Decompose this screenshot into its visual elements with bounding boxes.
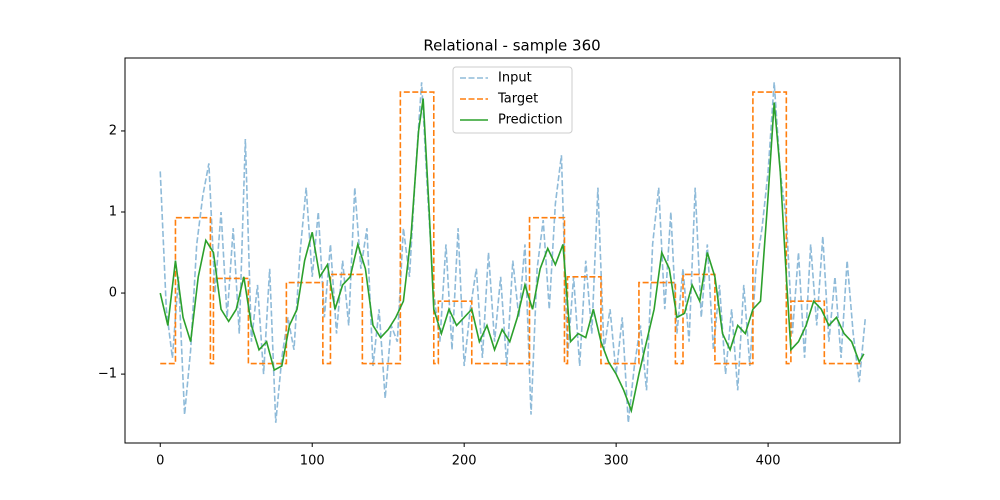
x-tick-label: 0 xyxy=(156,454,164,469)
y-tick-label: −1 xyxy=(98,367,117,382)
legend-label: Prediction xyxy=(498,113,563,128)
x-tick-label: 200 xyxy=(452,454,477,469)
x-tick-label: 300 xyxy=(604,454,629,469)
legend-label: Target xyxy=(497,92,538,107)
series-line xyxy=(159,98,865,414)
x-tick-label: 100 xyxy=(300,454,325,469)
chart-title: Relational - sample 360 xyxy=(423,37,600,55)
legend-box xyxy=(452,66,573,134)
y-tick-label: 2 xyxy=(109,123,117,138)
x-tick-label: 400 xyxy=(756,454,781,469)
plot-frame xyxy=(124,57,901,444)
legend-label: Input xyxy=(498,71,532,86)
y-tick-label: 1 xyxy=(109,205,117,220)
series-line xyxy=(159,82,867,423)
series-line xyxy=(160,91,863,365)
y-tick-label: 0 xyxy=(109,286,117,301)
